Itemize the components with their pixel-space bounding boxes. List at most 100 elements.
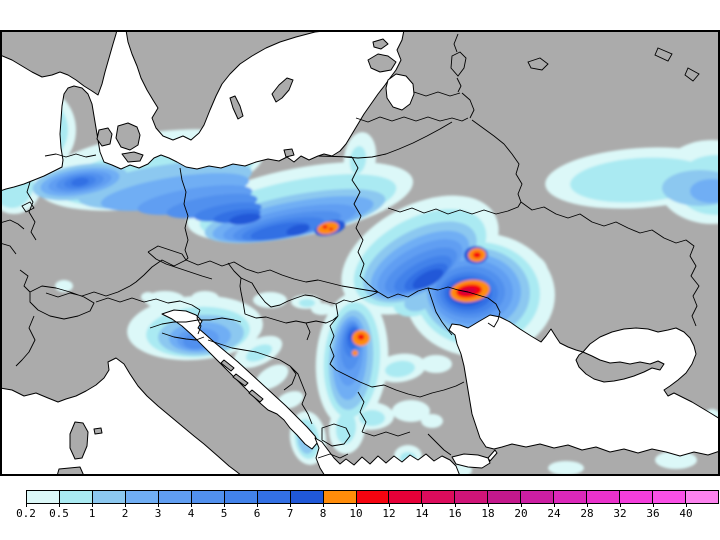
precipitation-contour-0.5 [385,360,415,378]
precipitation-contour-4 [166,193,258,219]
legend-segment [58,491,92,503]
legend-tick [356,504,357,507]
legend-segment [652,491,686,503]
legend-segment [685,491,719,503]
legend-tick-label: 10 [349,507,363,520]
legend-tick [59,504,60,507]
legend-tick [323,504,324,507]
legend-tick [92,504,93,507]
legend-tick [26,504,27,507]
legend-tick [521,504,522,507]
precipitation-contour-8 [317,221,339,235]
legend-tick-label: 7 [286,507,294,520]
precipitation-contour-0.2 [141,292,155,302]
legend-tick [686,504,687,507]
precipitation-contour-0.2 [532,310,550,322]
precipitation-contour-7 [412,268,444,290]
legend-tick-label: 18 [481,507,495,520]
legend-tick-label: 36 [646,507,660,520]
precipitation-contour-0.2 [392,400,430,422]
legend-segment [27,491,59,503]
precipitation-contour-8 [352,350,358,356]
legend-tick-label: 24 [547,507,561,520]
legend-tick-label: 1 [88,507,96,520]
legend-segment [454,491,488,503]
legend-segment [553,491,587,503]
precipitation-contour-0.2 [253,292,287,308]
legend-tick-label: 3 [154,507,162,520]
legend-segment [289,491,323,503]
legend-tick [488,504,489,507]
legend-segment [619,491,653,503]
precipitation-contour-0.2 [191,291,219,305]
borders-central [95,167,379,425]
legend-tick [389,504,390,507]
legend-segment [157,491,191,503]
legend-tick-label: 32 [613,507,627,520]
precipitation-contour-0.2 [311,303,333,315]
legend-tick [587,504,588,507]
lakes [450,47,700,82]
precipitation-contour-0.5 [359,410,385,426]
legend-segment [256,491,290,503]
legend-tick-label: 14 [415,507,429,520]
precipitation-contour-2 [690,179,720,203]
legend-tick [125,504,126,507]
precipitation-contour-0.2 [420,355,452,373]
legend-segment [190,491,224,503]
legend-tick [620,504,621,507]
legend-tick [554,504,555,507]
precipitation-contour-0.2 [421,414,443,428]
legend-tick-label: 28 [580,507,594,520]
legend-tick [422,504,423,507]
legend-tick-label: 16 [448,507,462,520]
legend-segment [586,491,620,503]
legend-segment [520,491,554,503]
legend-tick [158,504,159,507]
precipitation-contour-6 [71,177,89,187]
legend-tick [257,504,258,507]
legend-tick [455,504,456,507]
legend-segment [355,491,389,503]
map-canvas [0,30,720,476]
legend-segment [487,491,521,503]
legend-segment [388,491,422,503]
legend-tick-label: 40 [679,507,693,520]
legend-tick-label: 2 [121,507,129,520]
precipitation-contour-7 [229,213,261,225]
country-borders [0,33,700,459]
precipitation-contour-0.5 [349,146,367,174]
precipitation-contour-10 [322,225,328,229]
precipitation-contour-10 [357,334,365,340]
precipitation-contour-0.2 [145,291,185,309]
legend-segment [223,491,257,503]
legend-segment [124,491,158,503]
precipitation-contour-0.2 [655,451,697,469]
legend-tick-label: 8 [319,507,327,520]
legend-tick-label: 0.5 [49,507,69,520]
europe-precipitation-map [0,30,720,476]
legend-tick-label: 20 [514,507,528,520]
precipitation-contour-12 [460,287,476,295]
legend-tick [290,504,291,507]
legend-tick-label: 6 [253,507,261,520]
precipitation-contour-0.2 [255,364,289,390]
precipitation-contour-0.5 [299,299,315,307]
legend-color-bar [26,490,719,504]
legend-tick [653,504,654,507]
borders-east [317,33,700,327]
legend-tick-label: 5 [220,507,228,520]
borders-west [0,153,131,367]
legend-segment [421,491,455,503]
precipitation-contour-1 [404,292,432,312]
legend-segment [322,491,356,503]
legend-segment [91,491,125,503]
color-scale-legend: 0.2 0.5 1 2 3 4 5 6 7 8 10 12 14 16 18 20 24 28 32 36 40 [16,490,719,520]
precipitation-contour-7 [286,224,310,236]
legend-tick-label: 0.2 [16,507,36,520]
precipitation-contour-0.2 [548,461,584,475]
legend-tick [224,504,225,507]
legend-tick-label: 4 [187,507,195,520]
map-frame [0,30,720,476]
precipitation-contour-10 [329,227,333,231]
